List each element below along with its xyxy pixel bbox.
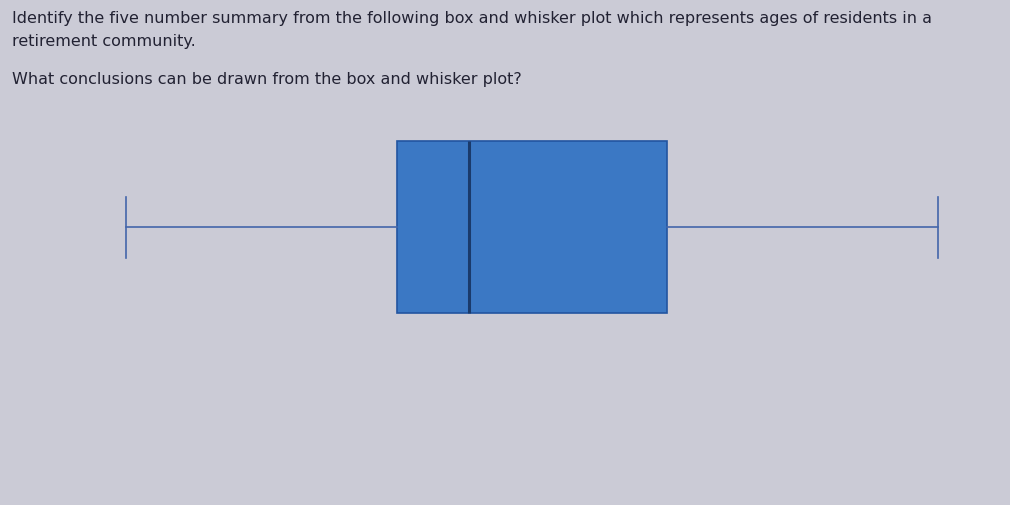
Text: What conclusions can be drawn from the box and whisker plot?: What conclusions can be drawn from the b… [12,72,522,87]
Bar [397,141,668,313]
Text: retirement community.: retirement community. [12,34,196,49]
Text: Identify the five number summary from the following box and whisker plot which r: Identify the five number summary from th… [12,11,932,26]
